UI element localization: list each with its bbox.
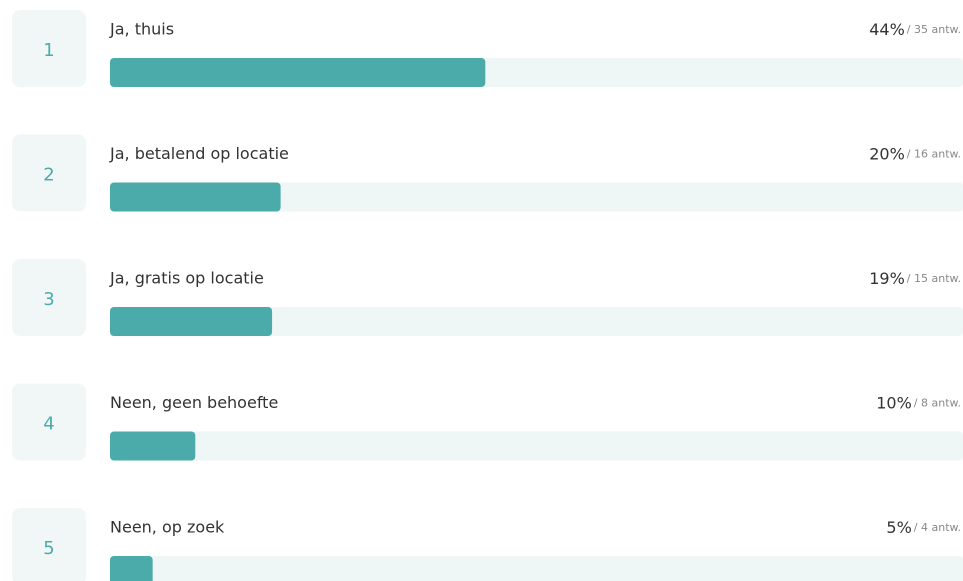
percent-label: 5% (886, 518, 911, 537)
percent-label: 10% (876, 393, 912, 412)
rank: 3 (43, 289, 54, 310)
rank: 2 (43, 165, 54, 186)
result-label: 44%/ 35 antw. (869, 20, 961, 39)
option-label: Ja, gratis op locatie (109, 269, 264, 288)
bar-track (110, 307, 963, 336)
bar (110, 58, 486, 87)
percent-label: 44% (869, 20, 905, 39)
bar-track (110, 431, 963, 461)
count-label: / 4 antw. (914, 521, 961, 534)
option-label: Ja, thuis (109, 20, 174, 39)
percent-label: 19% (869, 269, 905, 288)
option-label: Neen, op zoek (110, 518, 225, 537)
bar (110, 556, 153, 581)
rank-box (12, 383, 86, 461)
count-label: / 8 antw. (914, 397, 961, 410)
bar-track (110, 556, 963, 581)
result-label: 10%/ 8 antw. (876, 393, 961, 412)
result-label: 20%/ 16 antw. (869, 144, 961, 163)
option-label: Neen, geen behoefte (110, 393, 278, 412)
rank: 5 (43, 538, 54, 559)
bar-track (110, 182, 963, 212)
bar (110, 307, 273, 336)
rank-box (12, 259, 86, 336)
rank: 1 (43, 40, 54, 61)
result-label: 5%/ 4 antw. (886, 518, 961, 537)
count-label: / 16 antw. (907, 148, 961, 161)
rank-box (12, 134, 86, 212)
result-label: 19%/ 15 antw. (869, 269, 961, 288)
bar (110, 182, 281, 212)
rank-box (12, 508, 86, 581)
rank-box (12, 10, 86, 87)
count-label: / 35 antw. (907, 23, 961, 36)
count-label: / 15 antw. (907, 272, 961, 285)
option-label: Ja, betalend op locatie (109, 144, 289, 163)
percent-label: 20% (869, 144, 905, 163)
rank: 4 (43, 414, 54, 435)
bar (110, 431, 196, 461)
